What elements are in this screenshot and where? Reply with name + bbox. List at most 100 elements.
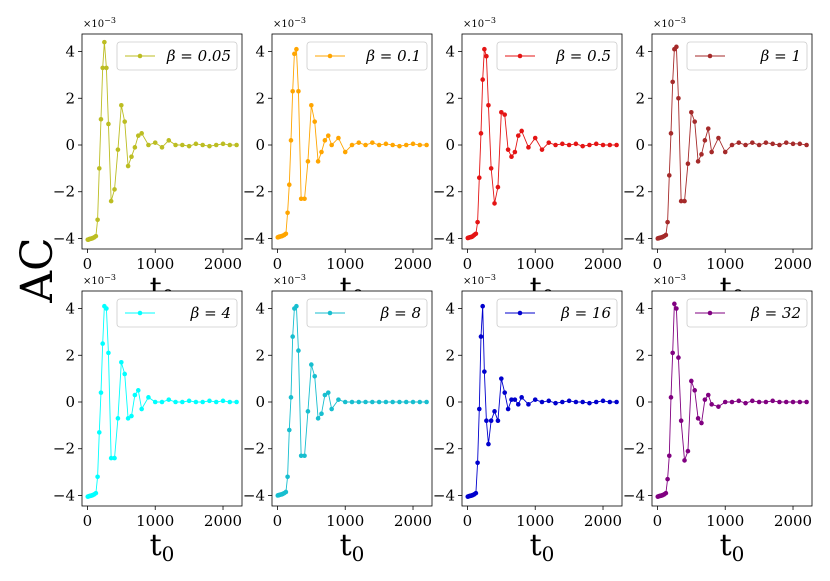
- y-tick-label: 4: [445, 43, 455, 61]
- data-point: [309, 362, 314, 367]
- x-tick-label: 0: [83, 512, 93, 530]
- data-point: [480, 303, 485, 309]
- data-point: [519, 128, 524, 134]
- data-point: [390, 142, 395, 148]
- data-point: [207, 398, 212, 404]
- x-tick-label: 0: [273, 255, 283, 273]
- data-point: [566, 142, 572, 148]
- data-point: [376, 399, 382, 405]
- data-point: [674, 44, 679, 50]
- data-point: [95, 474, 100, 480]
- y-tick-label: −4: [243, 229, 265, 247]
- data-point: [173, 399, 178, 405]
- data-point: [336, 397, 341, 402]
- data-point: [96, 166, 102, 171]
- data-point: [663, 232, 669, 238]
- x-axis-label: t0: [340, 528, 365, 566]
- data-point: [290, 334, 295, 339]
- data-point: [119, 359, 124, 365]
- data-point: [692, 388, 698, 393]
- data-point: [473, 490, 479, 496]
- legend-box: [496, 41, 618, 71]
- data-point: [546, 398, 552, 404]
- y-tick-label: 2: [255, 89, 265, 107]
- legend: β = 1: [686, 41, 808, 71]
- y-axis-label: AC: [12, 237, 63, 303]
- data-point: [417, 399, 423, 405]
- data-point: [509, 397, 514, 402]
- data-point: [676, 355, 681, 360]
- data-point: [152, 399, 158, 405]
- data-point: [804, 142, 809, 148]
- data-point: [309, 102, 314, 108]
- y-tick-label: −2: [623, 440, 645, 458]
- data-point: [166, 397, 172, 402]
- data-point: [283, 231, 289, 237]
- data-point: [553, 400, 558, 406]
- x-tick-label: 2000: [394, 255, 432, 273]
- x-tick-label: 0: [653, 255, 663, 273]
- legend-box: [496, 298, 618, 328]
- data-point: [478, 131, 484, 136]
- data-point: [104, 306, 109, 311]
- y-scale-factor: ×10−3: [83, 16, 116, 30]
- data-point: [607, 399, 613, 405]
- data-point: [139, 131, 144, 136]
- data-point: [729, 399, 735, 405]
- x-tick-label: 1000: [706, 512, 744, 530]
- data-point: [95, 217, 100, 223]
- data-point: [159, 399, 165, 405]
- y-tick-label: 4: [65, 43, 75, 61]
- legend: β = 8: [306, 298, 428, 328]
- legend: β = 32: [686, 298, 808, 328]
- data-point: [125, 163, 131, 169]
- data-point: [220, 398, 226, 404]
- data-point: [285, 210, 290, 216]
- data-point: [580, 399, 585, 405]
- data-point: [180, 142, 185, 148]
- data-point: [132, 145, 138, 150]
- panel-7: −4 −2 0 2 4 0 1000 2000 ×10−3 β = 16 t0: [433, 273, 623, 566]
- legend-label: β = 4: [190, 304, 231, 322]
- data-point: [325, 133, 331, 138]
- data-point: [227, 142, 233, 148]
- data-point: [614, 142, 619, 148]
- data-point: [336, 135, 341, 141]
- data-point: [526, 145, 531, 150]
- data-point: [115, 147, 121, 152]
- y-tick-label: 4: [635, 43, 645, 61]
- y-tick-label: 2: [255, 346, 265, 364]
- data-point: [783, 399, 789, 405]
- data-point: [213, 399, 219, 405]
- y-tick-label: −4: [433, 486, 455, 504]
- data-point: [512, 149, 518, 155]
- data-point: [102, 39, 107, 45]
- data-point: [296, 88, 301, 94]
- data-point: [499, 376, 504, 381]
- data-point: [515, 133, 521, 138]
- data-point: [390, 399, 395, 405]
- data-point: [356, 140, 362, 145]
- data-point: [488, 166, 494, 171]
- data-point: [729, 142, 735, 148]
- legend: β = 4: [116, 298, 238, 328]
- x-tick-label: 2000: [394, 512, 432, 530]
- y-tick-label: 4: [65, 300, 75, 318]
- legend-label: β = 0.1: [365, 47, 421, 65]
- data-point: [665, 219, 670, 225]
- data-point: [482, 369, 487, 374]
- data-point: [539, 147, 545, 152]
- data-point: [502, 390, 508, 395]
- data-point: [790, 399, 796, 405]
- data-point: [349, 142, 355, 148]
- data-point: [200, 399, 205, 405]
- data-point: [410, 399, 416, 405]
- data-point: [417, 142, 423, 148]
- data-point: [207, 143, 212, 149]
- y-tick-label: 0: [65, 136, 75, 154]
- data-point: [296, 348, 301, 353]
- data-point: [756, 142, 762, 148]
- y-tick-label: 0: [255, 393, 265, 411]
